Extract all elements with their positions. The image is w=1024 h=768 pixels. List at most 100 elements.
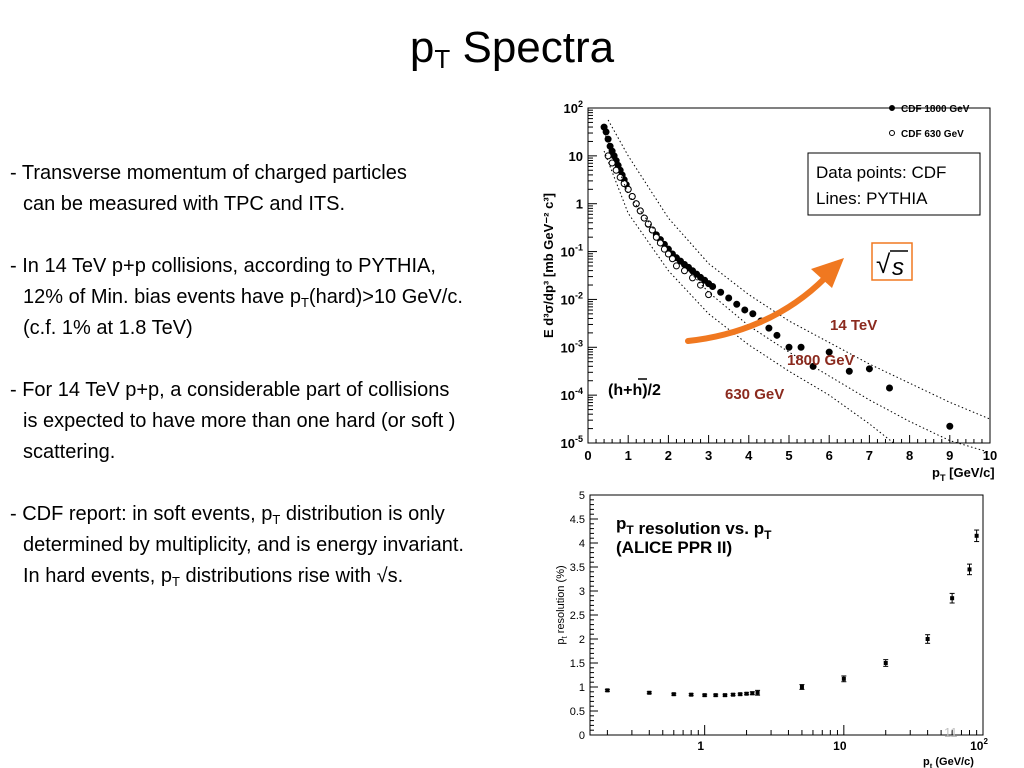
y-tick-label: 5 [579,490,585,502]
bullet-line: - CDF report: in soft events, pT distrib… [10,503,445,527]
cdf-630-point [652,233,660,241]
energy-arrow-head [811,258,844,288]
bullet-line: determined by multiplicity, and is energ… [23,534,464,556]
resolution-chart: 0 0.5 1 1.5 2 2.5 3 3.5 4 4.5 5 1 10 102 pt (GeV/c) pt … [555,490,988,768]
bullet-line: scattering. [23,441,116,463]
y-tick-label: 0.5 [570,706,585,718]
bullet-item: - Transverse momentum of charged particl… [10,158,555,220]
resolution-point [799,684,805,690]
legend-marker [889,105,895,111]
cdf-630-point [632,200,640,208]
x-tick-label: 3 [705,448,712,463]
pythia-curve [603,131,991,454]
cdf-630-point [608,159,616,167]
cdf-630-point [616,173,624,181]
y-axis-label: E d³σ/dp³ [mb GeV⁻² c³] [541,193,556,338]
bullet-item: - CDF report: in soft events, pT distrib… [10,499,555,592]
cdf-1800-point [946,422,954,430]
cdf-630-point [689,274,697,282]
cdf-1800-point [604,135,612,143]
y-tick-label: 10 [569,149,583,164]
sqrt-s-box [871,242,913,281]
bullet-line: - In 14 TeV p+p collisions, according to… [10,255,436,277]
cdf-630-point [612,166,620,174]
x-tick-label: 5 [785,448,792,463]
cdf-630-point [656,239,664,247]
cdf-630-point [648,226,656,234]
resolution-point [974,529,980,543]
cdf-1800-point [709,283,717,291]
chart-title-line: (ALICE PPR II) [616,538,732,557]
resolution-point [702,693,708,698]
cdf-630-point [672,262,680,270]
cross-section-chart: 0 1 2 3 4 5 6 7 8 9 10 102 10 1 10-1 10-2 10-3 10-4 10-5 pT… [541,99,997,483]
x-axis-label: pt (GeV/c) [923,756,974,768]
cdf-1800-point [785,343,793,351]
energy-arrow [685,275,828,344]
cdf-630-point [624,185,632,193]
y-tick-label: 0 [579,730,585,742]
resolution-point [841,675,847,683]
legend-marker [889,130,895,136]
resolution-point [737,692,743,697]
cdf-1800-point [773,331,781,339]
cdf-630-point [664,250,672,258]
x-tick-label: 7 [866,448,873,463]
title-main: p [409,23,435,72]
y-axis-label: pt resolution (%) [555,565,569,644]
page-number: 11 [944,725,958,740]
resolution-point [949,592,955,604]
x-tick-label: 0 [584,448,591,463]
hh-label: (h+h)/2 [608,382,661,399]
cdf-1800-point [741,306,749,314]
cdf-630-point [628,193,636,201]
label-630gev: 630 GeV [725,386,784,403]
resolution-point [883,659,889,667]
cdf-630-point [604,152,612,160]
info-box-line: Lines: PYTHIA [816,189,928,208]
label-1800gev: 1800 GeV [787,352,855,369]
title-sub: T [434,44,451,74]
cdf-630-point [668,255,676,263]
resolution-point [688,692,694,697]
y-tick-label: 2.5 [570,610,585,622]
x-tick-label: 10 [833,739,847,753]
resolution-point [604,688,610,693]
x-tick-label: 4 [745,448,753,463]
x-tick-label: 8 [906,448,913,463]
x-tick-label: 1 [697,739,704,753]
resolution-point [671,692,677,697]
bullet-line: 12% of Min. bias events have pT(hard)>10… [23,286,463,310]
cdf-1800-point [602,128,610,136]
resolution-point [755,689,761,696]
cdf-1800-point [797,343,805,351]
info-box-line: Data points: CDF [816,163,946,182]
cdf-630-point [636,207,644,215]
cdf-630-point [620,180,628,188]
resolution-point [967,563,973,576]
cdf-1800-point [845,367,853,375]
resolution-point [925,634,931,644]
cdf-1800-point [825,348,833,356]
x-tick-label: 1 [625,448,632,463]
x-tick-label: 6 [826,448,833,463]
bullet-line: (c.f. 1% at 1.8 TeV) [23,317,193,339]
cdf-630-point [660,245,668,253]
legend-label: CDF 630 GeV [901,129,964,140]
x-tick-label: 2 [665,448,672,463]
y-tick-label: 10-5 [561,434,583,451]
bullet-list: - Transverse momentum of charged particl… [10,158,555,623]
resolution-point [713,693,719,698]
y-tick-label: 10-2 [561,290,583,307]
cdf-1800-point [865,365,873,373]
y-tick-label: 4.5 [570,514,585,526]
title-rest: Spectra [450,23,615,72]
bullet-line: In hard events, pT distributions rise wi… [23,565,404,589]
y-tick-label: 1 [579,682,585,694]
cdf-1800-point [725,294,733,302]
resolution-point [730,692,736,697]
cdf-1800-point [809,362,817,370]
y-tick-label: 10-4 [561,386,583,403]
resolution-point [744,691,750,696]
bullet-line: can be measured with TPC and ITS. [23,193,346,215]
